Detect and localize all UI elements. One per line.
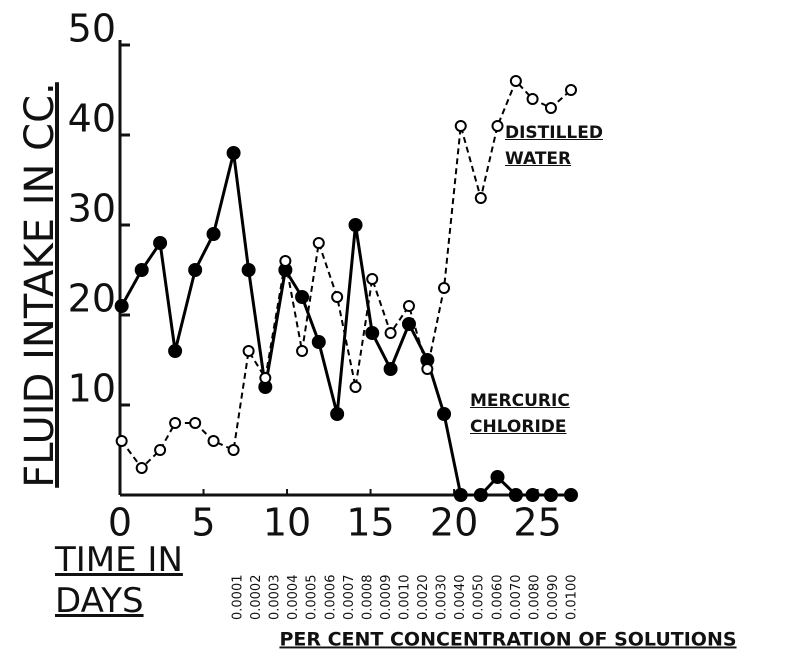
series-line bbox=[120, 152, 571, 497]
data-point bbox=[437, 407, 452, 421]
concentration-label: 0.0050 bbox=[472, 575, 487, 621]
y-tick-label: 10 bbox=[68, 367, 116, 411]
data-point bbox=[295, 290, 310, 304]
concentration-label: 0.0007 bbox=[342, 575, 357, 621]
concentration-label: 0.0006 bbox=[323, 575, 338, 621]
data-point bbox=[454, 120, 467, 132]
series-label: MERCURIC CHLORIDE bbox=[470, 391, 570, 438]
data-point bbox=[365, 326, 380, 340]
data-point bbox=[331, 291, 344, 303]
concentration-label: 0.0009 bbox=[379, 575, 394, 621]
concentration-axis-label: PER CENT CONCENTRATION OF SOLUTIONS bbox=[279, 629, 736, 651]
x-tick-label: 15 bbox=[346, 501, 394, 545]
data-point bbox=[241, 263, 256, 277]
concentration-label: 0.0002 bbox=[249, 575, 264, 621]
data-point bbox=[491, 120, 504, 132]
y-tick-label: 20 bbox=[68, 277, 116, 321]
concentration-label: 0.0060 bbox=[490, 575, 505, 621]
data-point bbox=[349, 381, 362, 393]
concentration-label: 0.0100 bbox=[565, 575, 580, 621]
data-point bbox=[402, 300, 415, 312]
data-point bbox=[154, 444, 167, 456]
x-tick-label: 5 bbox=[191, 501, 215, 545]
data-point bbox=[114, 299, 129, 313]
x-tick-label: 25 bbox=[513, 501, 561, 545]
y-tick-label: 50 bbox=[68, 7, 116, 51]
concentration-label: 0.0020 bbox=[416, 575, 431, 621]
data-point bbox=[189, 417, 202, 429]
concentration-label: 0.0070 bbox=[509, 575, 524, 621]
data-point bbox=[508, 488, 523, 502]
concentration-label: 0.0005 bbox=[305, 575, 320, 621]
concentration-label: 0.0001 bbox=[231, 575, 246, 621]
data-point bbox=[384, 327, 397, 339]
data-point bbox=[206, 227, 221, 241]
data-point bbox=[348, 218, 363, 232]
concentration-label: 0.0004 bbox=[286, 575, 301, 621]
data-point bbox=[509, 75, 522, 87]
data-point bbox=[543, 488, 558, 502]
data-point bbox=[188, 263, 203, 277]
data-point bbox=[473, 488, 488, 502]
data-point bbox=[366, 273, 379, 285]
data-point bbox=[168, 344, 183, 358]
data-point bbox=[153, 236, 168, 250]
data-point bbox=[115, 435, 128, 447]
data-point bbox=[525, 488, 540, 502]
data-point bbox=[330, 407, 345, 421]
data-point bbox=[259, 372, 272, 384]
data-point bbox=[453, 488, 468, 502]
x-tick-label: 20 bbox=[430, 501, 478, 545]
concentration-label: 0.0030 bbox=[435, 575, 450, 621]
y-axis-label: FLUID INTAKE IN CC. bbox=[17, 82, 63, 488]
data-point bbox=[169, 417, 182, 429]
series-label: DISTILLED WATER bbox=[505, 123, 603, 170]
data-point bbox=[544, 102, 557, 114]
data-point bbox=[564, 488, 578, 502]
data-point bbox=[383, 362, 398, 376]
data-point bbox=[490, 470, 505, 484]
x-tick-label: 0 bbox=[108, 501, 132, 545]
data-point bbox=[474, 192, 487, 204]
concentration-label: 0.0003 bbox=[268, 575, 283, 621]
data-point bbox=[421, 363, 434, 375]
data-point bbox=[242, 345, 255, 357]
concentration-label: 0.0080 bbox=[527, 575, 542, 621]
y-tick-label: 30 bbox=[68, 187, 116, 231]
data-point bbox=[296, 345, 309, 357]
data-point bbox=[526, 93, 539, 105]
concentration-label: 0.0010 bbox=[398, 575, 413, 621]
data-point bbox=[401, 317, 416, 331]
data-point bbox=[565, 84, 577, 96]
data-point bbox=[226, 146, 241, 160]
x-axis-label: TIME IN DAYS bbox=[55, 540, 183, 621]
data-point bbox=[311, 335, 326, 349]
data-point bbox=[438, 282, 451, 294]
concentration-label: 0.0008 bbox=[360, 575, 375, 621]
data-point bbox=[312, 237, 325, 249]
x-tick-label: 10 bbox=[263, 501, 311, 545]
concentration-label: 0.0090 bbox=[546, 575, 561, 621]
data-point bbox=[227, 444, 240, 456]
y-tick-label: 40 bbox=[68, 97, 116, 141]
concentration-label: 0.0040 bbox=[453, 575, 468, 621]
data-point bbox=[279, 255, 292, 267]
data-point bbox=[207, 435, 220, 447]
data-point bbox=[134, 263, 149, 277]
data-point bbox=[135, 462, 148, 474]
